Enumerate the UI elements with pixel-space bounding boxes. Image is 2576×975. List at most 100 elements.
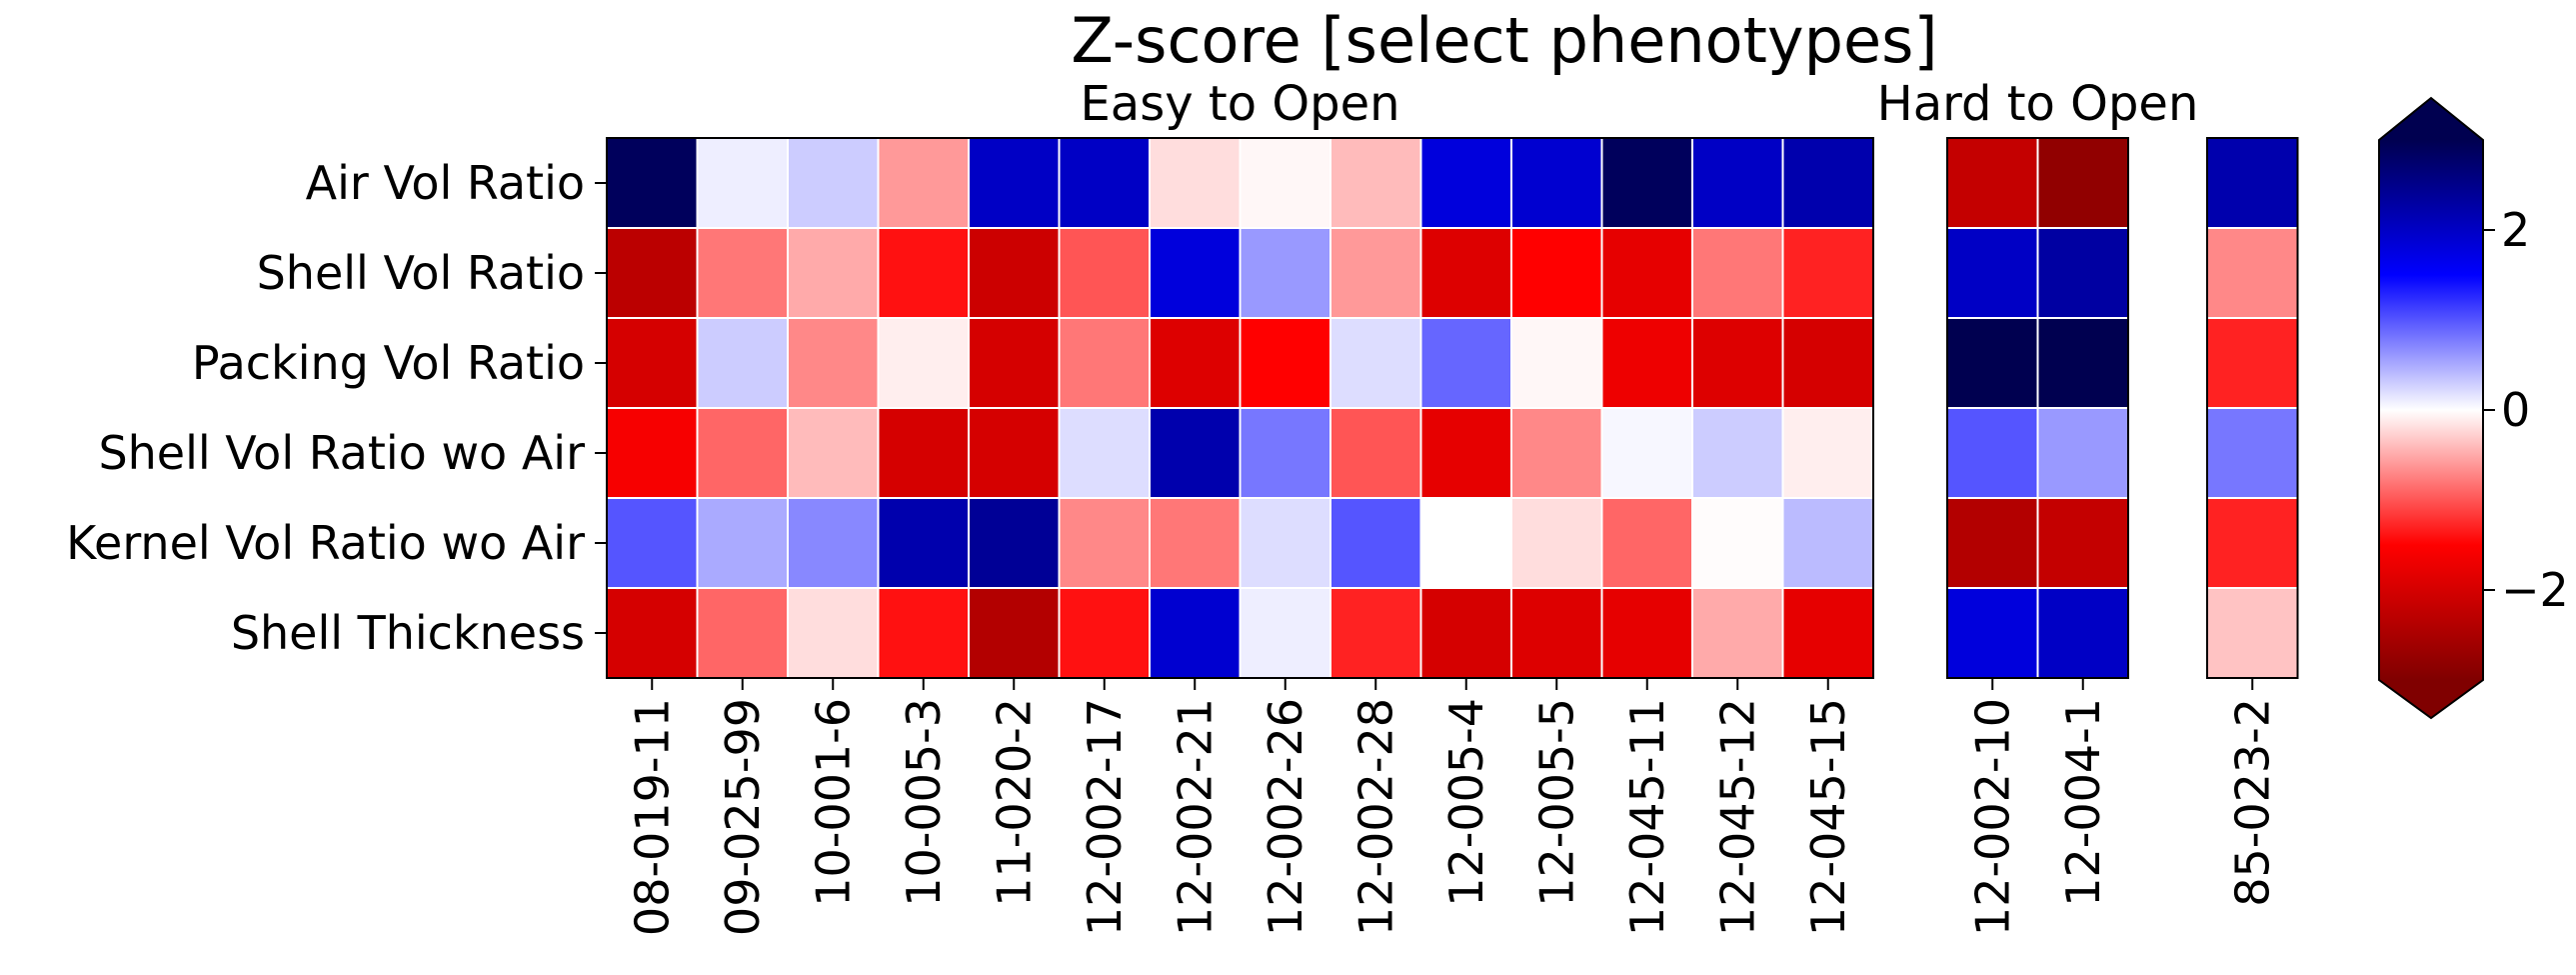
heatmap-cell: [2206, 137, 2299, 229]
heatmap-panel: Easy to Open 08-019-11 09-025-99 10-001-6 10…: [606, 76, 1874, 936]
x-tick-label: 12-002-28: [1348, 698, 1402, 936]
heatmap-cell: [1510, 137, 1603, 229]
heatmap-cell: [1419, 317, 1512, 409]
heatmap-cell: [1419, 137, 1512, 229]
row-label: Shell Thickness: [231, 606, 585, 660]
heatmap-cell: [1058, 317, 1151, 409]
x-tick-label: 09-025-99: [716, 698, 770, 936]
heatmap-cell: [2036, 407, 2129, 499]
heatmap-cell: [2036, 587, 2129, 679]
heatmap-cell: [877, 317, 970, 409]
heatmap-cell: [606, 587, 699, 679]
x-tick-label: 12-045-12: [1710, 698, 1764, 936]
heatmap-cell: [1239, 497, 1331, 589]
x-tick-label: 12-002-26: [1259, 698, 1312, 936]
heatmap-cell: [787, 407, 880, 499]
heatmap-cell: [2036, 317, 2129, 409]
row-label: Shell Vol Ratio wo Air: [98, 426, 585, 480]
heatmap-cell: [2206, 587, 2299, 679]
heatmap-cell: [1149, 407, 1242, 499]
heatmap-cell: [1329, 497, 1422, 589]
heatmap-cell: [1058, 587, 1151, 679]
heatmap-cell: [1600, 497, 1693, 589]
heatmap-cell: [1600, 227, 1693, 319]
x-tick-label: 12-002-10: [1965, 698, 2019, 936]
heatmap-cell: [968, 497, 1061, 589]
row-label: Air Vol Ratio: [306, 156, 585, 210]
heatmap-cell: [1946, 587, 2039, 679]
heatmap-cell: [696, 587, 789, 679]
heatmap-cell: [1946, 317, 2039, 409]
heatmap-cell: [877, 137, 970, 229]
heatmap-cell: [1946, 497, 2039, 589]
x-tick-label: 12-005-5: [1529, 698, 1583, 907]
heatmap-cell: [696, 137, 789, 229]
heatmap-cell: [1600, 407, 1693, 499]
heatmap-cell: [1691, 497, 1784, 589]
heatmap-cell: [1600, 137, 1693, 229]
x-tick-label: 10-005-3: [897, 698, 951, 907]
heatmap-cell: [696, 317, 789, 409]
colorbar: −2 0 2: [2378, 96, 2569, 720]
heatmap-cell: [1691, 137, 1784, 229]
heatmap-cell: [606, 317, 699, 409]
heatmap-cell: [606, 407, 699, 499]
heatmap-cell: [877, 227, 970, 319]
heatmap-cell: [1946, 407, 2039, 499]
heatmap-cell: [1510, 317, 1603, 409]
chart-title: Z-score [select phenotypes]: [1071, 4, 1937, 77]
heatmap-cell: [1239, 587, 1331, 679]
heatmap-cell: [1149, 497, 1242, 589]
heatmap-cell: [1239, 137, 1331, 229]
heatmap-cell: [2206, 317, 2299, 409]
heatmap-cell: [1239, 317, 1331, 409]
heatmap-cell: [696, 227, 789, 319]
heatmap-cell: [787, 497, 880, 589]
heatmap-cell: [787, 317, 880, 409]
heatmap-cell: [1058, 407, 1151, 499]
heatmap-cell: [968, 317, 1061, 409]
heatmap-panel: Hard to Open 12-002-10 12-004-1: [1877, 76, 2199, 936]
row-label: Packing Vol Ratio: [192, 336, 585, 390]
heatmap-cell: [1946, 227, 2039, 319]
heatmap-cell: [1781, 137, 1874, 229]
heatmap-cell: [696, 497, 789, 589]
heatmap-cell: [1058, 227, 1151, 319]
x-tick-label: 12-045-11: [1620, 698, 1674, 936]
heatmap-cell: [1329, 587, 1422, 679]
heatmap-cell: [1781, 317, 1874, 409]
heatmap-cell: [606, 227, 699, 319]
heatmap-cell: [2206, 497, 2299, 589]
heatmap-cell: [1329, 137, 1422, 229]
colorbar-extend-top: [2379, 98, 2483, 140]
heatmap-cell: [1329, 407, 1422, 499]
heatmap-cell: [968, 137, 1061, 229]
x-tick-label: 11-020-2: [987, 698, 1041, 907]
x-tick-label: 10-001-6: [806, 698, 860, 907]
heatmap-cell: [1510, 407, 1603, 499]
heatmap-cell: [2206, 407, 2299, 499]
x-tick-label: 12-004-1: [2056, 698, 2110, 907]
heatmap-cell: [877, 497, 970, 589]
colorbar-gradient: [2379, 140, 2483, 680]
group-label: Easy to Open: [1080, 76, 1399, 132]
heatmap-cell: [1691, 227, 1784, 319]
heatmap-cell: [1058, 497, 1151, 589]
heatmap-cell: [877, 587, 970, 679]
heatmap-cell: [1149, 587, 1242, 679]
heatmap-cell: [787, 137, 880, 229]
heatmap-cell: [1510, 587, 1603, 679]
colorbar-outline: [2378, 96, 2484, 720]
heatmap-cell: [1419, 497, 1512, 589]
heatmap-cell: [1329, 317, 1422, 409]
heatmap-cell: [1329, 227, 1422, 319]
x-tick-label: 85-023-2: [2225, 698, 2279, 907]
heatmap-cell: [1149, 227, 1242, 319]
heatmap-cell: [2036, 497, 2129, 589]
heatmap-cell: [1510, 227, 1603, 319]
heatmap-cell: [1781, 407, 1874, 499]
heatmap-cell: [877, 407, 970, 499]
heatmap-cell: [1510, 497, 1603, 589]
heatmap-cell: [606, 137, 699, 229]
